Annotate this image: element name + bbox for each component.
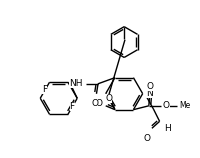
Text: F: F [69,102,74,111]
Text: O: O [95,99,102,108]
Text: O: O [146,82,153,91]
Text: NH: NH [69,79,82,88]
Text: O: O [143,134,150,143]
Text: F: F [42,85,47,94]
Text: Me: Me [179,101,190,110]
Text: O: O [105,94,112,103]
Text: H: H [163,125,170,134]
Text: O: O [91,99,98,108]
Text: O: O [162,101,169,110]
Text: N: N [145,89,152,98]
